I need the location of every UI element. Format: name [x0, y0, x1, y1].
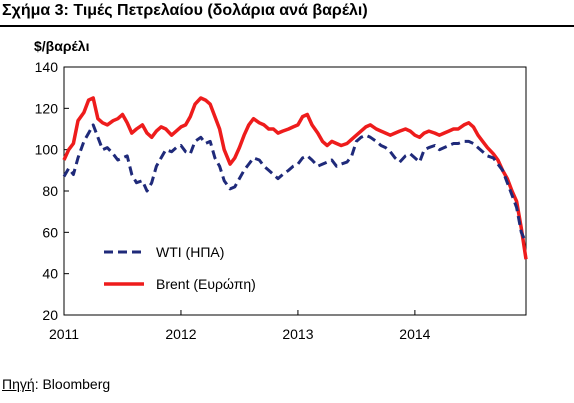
legend-label-wti: WTI (ΗΠΑ)	[156, 244, 224, 260]
y-tick-label-120: 120	[35, 100, 59, 116]
x-tick-label-2014: 2014	[399, 326, 430, 342]
y-tick-label-20: 20	[42, 307, 58, 323]
y-tick-label-40: 40	[42, 266, 58, 282]
y-tick-label-80: 80	[42, 183, 58, 199]
plot-frame	[63, 66, 527, 316]
axes: 20 40 60 80 100 120 140 2011 2012 2013 2014	[35, 59, 527, 342]
y-tick-label-100: 100	[35, 142, 59, 158]
legend: WTI (ΗΠΑ) Brent (Ευρώπη)	[104, 244, 256, 292]
figure-title: Σχήμα 3: Τιμές Πετρελαίου (δολάρια ανά β…	[2, 2, 368, 19]
x-tick-label-2013: 2013	[282, 326, 313, 342]
x-tick-label-2011: 2011	[49, 326, 79, 342]
x-tick-label-2012: 2012	[165, 326, 196, 342]
series-line-brent	[62, 96, 528, 260]
series-line-wti	[62, 123, 528, 244]
title-underline	[0, 25, 574, 27]
source-note: Πηγή: Bloomberg	[2, 376, 110, 392]
y-axis-label: $/βαρέλι	[34, 38, 90, 54]
source-value: : Bloomberg	[34, 376, 111, 392]
source-label: Πηγή	[2, 376, 35, 392]
series-lines	[62, 96, 528, 260]
y-tick-label-140: 140	[35, 59, 59, 75]
legend-label-brent: Brent (Ευρώπη)	[156, 276, 256, 292]
y-tick-label-60: 60	[42, 224, 58, 240]
